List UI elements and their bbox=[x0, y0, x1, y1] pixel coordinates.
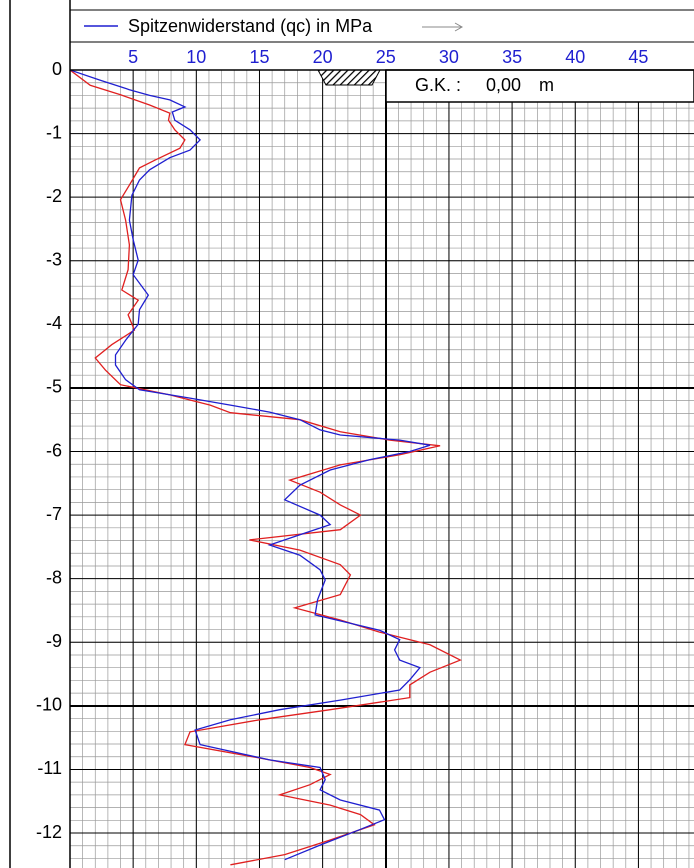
y-tick-label: -5 bbox=[46, 377, 62, 397]
x-tick-label: 35 bbox=[502, 47, 522, 67]
x-tick-label: 45 bbox=[628, 47, 648, 67]
y-tick-label: -4 bbox=[46, 313, 62, 333]
y-tick-label: -1 bbox=[46, 122, 62, 142]
y-tick-label: -7 bbox=[46, 504, 62, 524]
y-tick-label: -6 bbox=[46, 440, 62, 460]
gk-label: G.K. : bbox=[415, 75, 461, 95]
gk-value: 0,00 bbox=[486, 75, 521, 95]
y-tick-label: -9 bbox=[46, 631, 62, 651]
hatch-symbol bbox=[317, 69, 381, 86]
data-line bbox=[70, 70, 431, 861]
x-tick-label: 25 bbox=[376, 47, 396, 67]
y-tick-label: -12 bbox=[36, 822, 62, 842]
x-tick-label: 5 bbox=[128, 47, 138, 67]
y-tick-label: -10 bbox=[36, 695, 62, 715]
y-tick-label: -8 bbox=[46, 567, 62, 587]
y-tick-label: -3 bbox=[46, 250, 62, 270]
x-tick-label: 40 bbox=[565, 47, 585, 67]
x-tick-label: 30 bbox=[439, 47, 459, 67]
grid bbox=[69, 69, 694, 868]
plot-lines bbox=[70, 70, 462, 866]
x-tick-label: 10 bbox=[186, 47, 206, 67]
data-line bbox=[70, 70, 462, 866]
y-tick-label: 0 bbox=[52, 59, 62, 79]
gk-unit: m bbox=[539, 75, 554, 95]
legend-label: Spitzenwiderstand (qc) in MPa bbox=[128, 16, 373, 36]
gk-box bbox=[385, 69, 694, 103]
y-tick-label: -2 bbox=[46, 186, 62, 206]
x-tick-label: 20 bbox=[313, 47, 333, 67]
y-tick-label: -11 bbox=[37, 758, 62, 778]
x-tick-label: 15 bbox=[249, 47, 269, 67]
legend-arrow bbox=[422, 22, 464, 32]
